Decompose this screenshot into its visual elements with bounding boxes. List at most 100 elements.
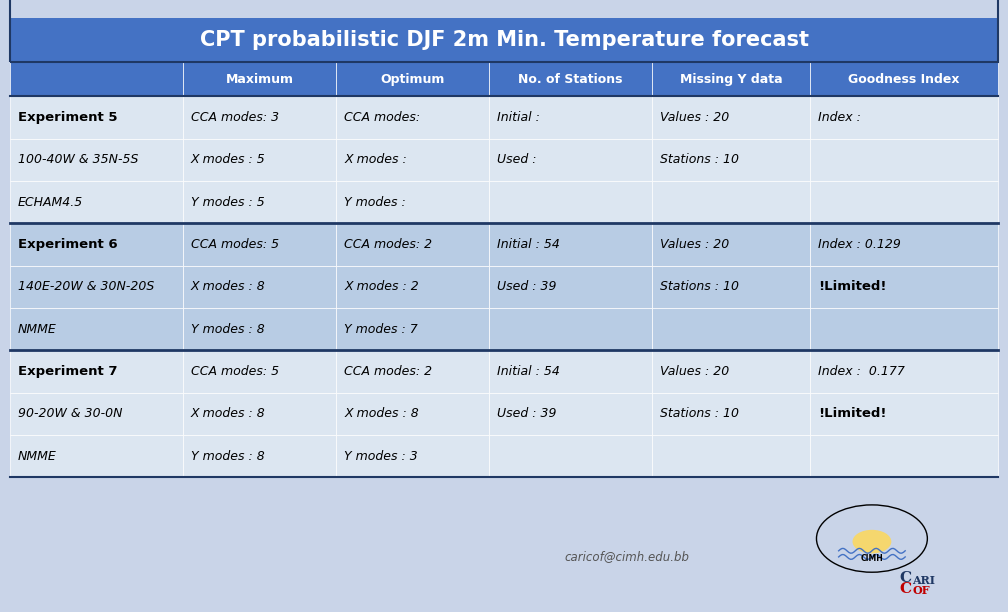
Bar bbox=[10, 266, 183, 308]
Text: ECHAM4.5: ECHAM4.5 bbox=[18, 196, 84, 209]
Text: Index :  0.177: Index : 0.177 bbox=[818, 365, 905, 378]
Bar bbox=[652, 139, 810, 181]
Bar bbox=[336, 181, 489, 223]
Text: CCA modes: 3: CCA modes: 3 bbox=[191, 111, 279, 124]
Text: CIMH: CIMH bbox=[861, 554, 883, 563]
Bar bbox=[652, 181, 810, 223]
Text: Initial : 54: Initial : 54 bbox=[497, 238, 560, 251]
Bar bbox=[183, 350, 336, 393]
Text: C: C bbox=[899, 572, 911, 585]
Circle shape bbox=[853, 530, 891, 553]
Text: 140E-20W & 30N-20S: 140E-20W & 30N-20S bbox=[18, 280, 154, 293]
Text: Values : 20: Values : 20 bbox=[660, 365, 730, 378]
Bar bbox=[652, 393, 810, 435]
Bar bbox=[810, 266, 998, 308]
Text: Used : 39: Used : 39 bbox=[497, 280, 556, 293]
Text: !Limited!: !Limited! bbox=[818, 408, 887, 420]
Text: Stations : 10: Stations : 10 bbox=[660, 280, 739, 293]
Bar bbox=[10, 139, 183, 181]
Bar bbox=[652, 435, 810, 477]
Bar bbox=[336, 350, 489, 393]
Bar bbox=[336, 223, 489, 266]
Bar bbox=[489, 62, 652, 97]
Text: CCA modes: 5: CCA modes: 5 bbox=[191, 365, 279, 378]
Bar bbox=[10, 0, 998, 62]
Text: CCA modes: 2: CCA modes: 2 bbox=[344, 365, 432, 378]
Text: ARI: ARI bbox=[912, 575, 935, 586]
Text: Y modes :: Y modes : bbox=[344, 196, 406, 209]
Text: !Limited!: !Limited! bbox=[818, 280, 887, 293]
Bar bbox=[183, 97, 336, 139]
Bar bbox=[10, 18, 998, 62]
Bar bbox=[10, 181, 183, 223]
Bar bbox=[10, 393, 183, 435]
Text: Y modes : 8: Y modes : 8 bbox=[191, 323, 265, 336]
Bar bbox=[489, 97, 652, 139]
Bar bbox=[810, 350, 998, 393]
Text: Y modes : 5: Y modes : 5 bbox=[191, 196, 265, 209]
Bar bbox=[489, 181, 652, 223]
Bar bbox=[489, 308, 652, 350]
Bar bbox=[810, 97, 998, 139]
Bar bbox=[10, 62, 183, 97]
Bar bbox=[810, 62, 998, 97]
Text: No. of Stations: No. of Stations bbox=[518, 73, 623, 86]
Text: X modes :: X modes : bbox=[344, 154, 407, 166]
Bar bbox=[652, 266, 810, 308]
Text: Goodness Index: Goodness Index bbox=[849, 73, 960, 86]
Bar bbox=[489, 350, 652, 393]
Bar bbox=[810, 435, 998, 477]
Bar bbox=[652, 223, 810, 266]
Text: Y modes : 3: Y modes : 3 bbox=[344, 450, 418, 463]
Bar bbox=[652, 350, 810, 393]
Bar bbox=[336, 62, 489, 97]
Bar bbox=[10, 435, 183, 477]
Bar bbox=[652, 62, 810, 97]
Bar bbox=[810, 308, 998, 350]
Bar bbox=[489, 139, 652, 181]
Text: Y modes : 8: Y modes : 8 bbox=[191, 450, 265, 463]
Bar bbox=[489, 393, 652, 435]
Text: OF: OF bbox=[912, 585, 929, 596]
Bar bbox=[183, 308, 336, 350]
Bar bbox=[183, 62, 336, 97]
Bar bbox=[183, 393, 336, 435]
Text: X modes : 5: X modes : 5 bbox=[191, 154, 266, 166]
Text: Maximum: Maximum bbox=[226, 73, 293, 86]
Bar bbox=[810, 181, 998, 223]
Text: X modes : 8: X modes : 8 bbox=[344, 408, 419, 420]
Text: Missing Y data: Missing Y data bbox=[679, 73, 782, 86]
Bar bbox=[183, 266, 336, 308]
Text: Optimum: Optimum bbox=[380, 73, 445, 86]
Bar bbox=[336, 393, 489, 435]
Text: X modes : 8: X modes : 8 bbox=[191, 408, 266, 420]
Text: Stations : 10: Stations : 10 bbox=[660, 154, 739, 166]
Text: CCA modes:: CCA modes: bbox=[344, 111, 420, 124]
Text: Used :: Used : bbox=[497, 154, 536, 166]
Bar bbox=[489, 435, 652, 477]
Bar bbox=[336, 97, 489, 139]
Text: X modes : 2: X modes : 2 bbox=[344, 280, 419, 293]
Text: Index :: Index : bbox=[818, 111, 861, 124]
Bar bbox=[810, 393, 998, 435]
Bar bbox=[10, 308, 183, 350]
Bar bbox=[183, 435, 336, 477]
Bar bbox=[652, 97, 810, 139]
Text: 100-40W & 35N-5S: 100-40W & 35N-5S bbox=[18, 154, 138, 166]
Text: Initial : 54: Initial : 54 bbox=[497, 365, 560, 378]
Bar bbox=[336, 308, 489, 350]
Text: Values : 20: Values : 20 bbox=[660, 111, 730, 124]
Text: Used : 39: Used : 39 bbox=[497, 408, 556, 420]
Bar bbox=[10, 97, 183, 139]
Bar bbox=[652, 308, 810, 350]
Bar bbox=[10, 223, 183, 266]
Text: CCA modes: 5: CCA modes: 5 bbox=[191, 238, 279, 251]
Text: CPT probabilistic DJF 2m Min. Temperature forecast: CPT probabilistic DJF 2m Min. Temperatur… bbox=[200, 30, 808, 50]
Text: Y modes : 7: Y modes : 7 bbox=[344, 323, 418, 336]
Text: caricof@cimh.edu.bb: caricof@cimh.edu.bb bbox=[564, 550, 689, 564]
Text: Experiment 6: Experiment 6 bbox=[18, 238, 118, 251]
Bar bbox=[183, 139, 336, 181]
Text: C: C bbox=[899, 582, 911, 595]
Text: NMME: NMME bbox=[18, 450, 56, 463]
Text: NMME: NMME bbox=[18, 323, 56, 336]
